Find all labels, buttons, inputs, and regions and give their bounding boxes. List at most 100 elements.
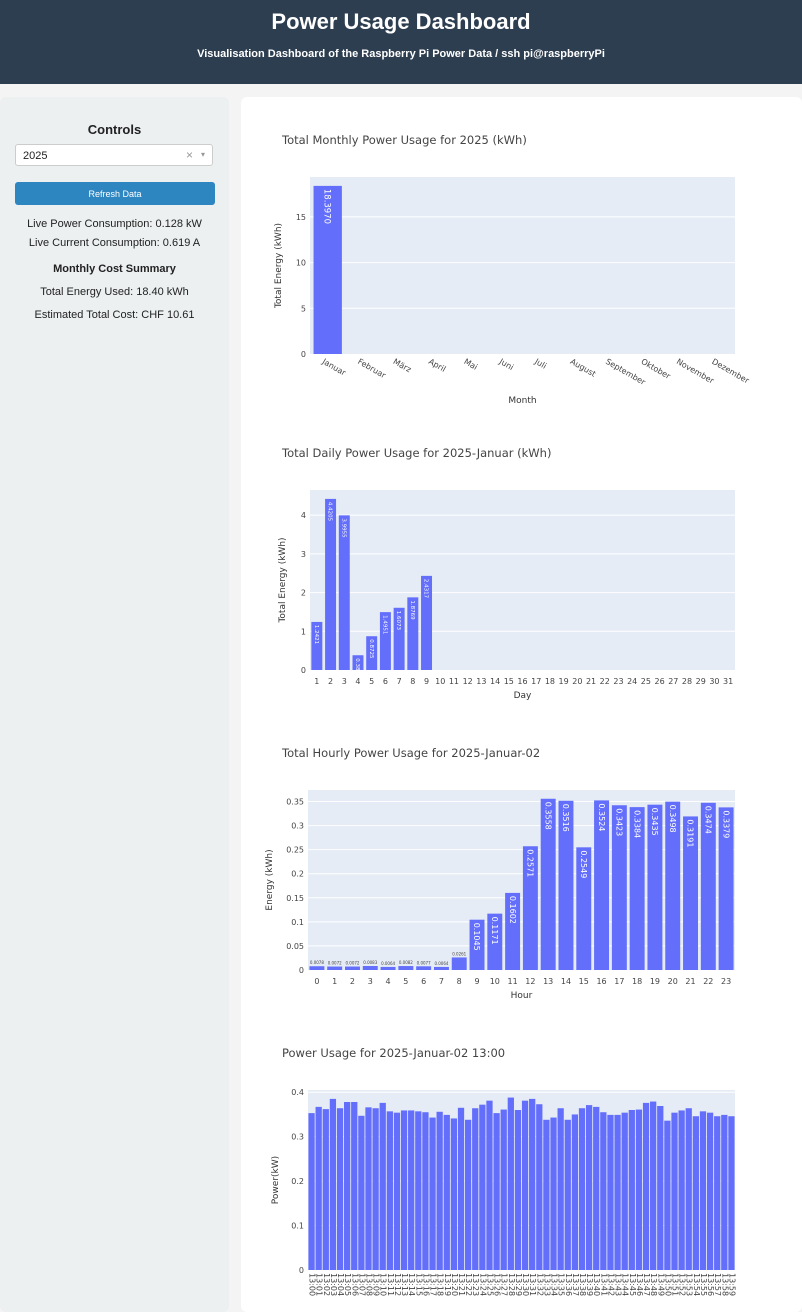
chart4-bar xyxy=(479,1104,486,1270)
chart4-x-tick-label: 13:15 xyxy=(414,1273,423,1296)
chart1-y-tick-label: 10 xyxy=(296,259,306,268)
chart2-x-tick-label: 9 xyxy=(424,677,429,686)
chart2-x-tick-label: 16 xyxy=(517,677,527,686)
chart4-bar xyxy=(500,1109,507,1270)
chart1-plot-area xyxy=(310,177,735,354)
chart2-y-tick-label: 2 xyxy=(301,589,306,598)
chart3-bar xyxy=(718,807,734,970)
chart4-bar xyxy=(543,1119,550,1270)
chart4-x-tick-label: 13:42 xyxy=(606,1273,615,1296)
chart2-x-tick-label: 7 xyxy=(397,677,402,686)
chart2-bar-label: 0.8725 xyxy=(368,639,374,659)
chart4-bar xyxy=(628,1110,635,1270)
chart4-x-tick-label: 13:51 xyxy=(671,1273,680,1296)
chart3-bar xyxy=(505,892,521,970)
chart3-bar-label: 0.2571 xyxy=(526,849,535,877)
chart4-bar xyxy=(621,1112,628,1270)
chart4-x-tick-label: 13:40 xyxy=(592,1273,601,1296)
chart4-bar xyxy=(578,1108,586,1270)
chart4-x-tick-label: 13:23 xyxy=(471,1273,480,1296)
chart3-x-tick-label: 12 xyxy=(525,977,535,986)
chart4-x-tick-label: 13:39 xyxy=(585,1273,594,1296)
chart4-bar xyxy=(593,1106,600,1270)
chart4-title: Power Usage for 2025-Januar-02 13:00 xyxy=(282,1046,505,1060)
chart4-bar xyxy=(685,1108,692,1270)
clear-icon[interactable]: × xyxy=(185,148,193,162)
chart2-x-tick-label: 3 xyxy=(342,677,347,686)
chart2-bar xyxy=(325,498,337,670)
chart3-x-tick-label: 11 xyxy=(508,977,518,986)
chart4-bar xyxy=(714,1116,721,1270)
chart2-x-tick-label: 6 xyxy=(383,677,388,686)
chart2-x-tick-label: 20 xyxy=(572,677,582,686)
chart3-x-tick-label: 13 xyxy=(543,977,553,986)
chart4-x-tick-label: 13:20 xyxy=(450,1273,459,1296)
header-banner: Power Usage Dashboard Visualisation Dash… xyxy=(0,0,802,84)
chart4-x-tick-label: 13:58 xyxy=(720,1273,729,1296)
chart3-x-tick-label: 1 xyxy=(332,977,337,986)
chart4-bar xyxy=(365,1107,372,1270)
chart2-x-tick-label: 11 xyxy=(449,677,459,686)
chart3-x-tick-label: 0 xyxy=(314,977,319,986)
chart1-title: Total Monthly Power Usage for 2025 (kWh) xyxy=(281,133,527,147)
refresh-data-button[interactable]: Refresh Data xyxy=(15,182,215,205)
chart3-y-tick-label: 0.25 xyxy=(286,846,304,855)
chart4-y-axis-title: Power(kW) xyxy=(271,1156,281,1204)
chart4-bar xyxy=(585,1105,593,1270)
chart4-x-tick-label: 13:07 xyxy=(357,1273,366,1296)
chart2-x-tick-label: 4 xyxy=(355,677,360,686)
chart3-bar-label: 0.3524 xyxy=(597,803,606,831)
chart2-bar xyxy=(379,612,391,670)
chart2-bar-label: 2.4317 xyxy=(423,579,429,599)
chart2-x-tick-label: 12 xyxy=(463,677,473,686)
chart3-y-tick-label: 0.3 xyxy=(291,822,304,831)
chart2-x-tick-label: 22 xyxy=(600,677,610,686)
chart4-x-tick-label: 13:22 xyxy=(464,1273,473,1296)
year-select[interactable]: 2025 × ▾ xyxy=(15,144,213,166)
chart1-x-tick-label: Februar xyxy=(356,357,388,381)
chart2-y-tick-label: 4 xyxy=(301,511,306,520)
chart4-bar xyxy=(386,1111,393,1270)
chart4-x-tick-label: 13:32 xyxy=(535,1273,544,1296)
chart4-bar xyxy=(464,1119,472,1270)
chart4-x-tick-label: 13:49 xyxy=(656,1273,665,1296)
chart3-x-tick-label: 15 xyxy=(579,977,589,986)
chart3-bar xyxy=(451,957,467,970)
chart1-bar xyxy=(313,185,342,354)
chart4-bar xyxy=(415,1111,422,1270)
chart3-bar-label: 0.3191 xyxy=(686,819,695,847)
chart4-x-tick-label: 13:46 xyxy=(635,1273,644,1296)
chart4-x-tick-label: 13:12 xyxy=(393,1273,402,1296)
chart4-x-tick-label: 13:59 xyxy=(727,1273,736,1296)
chart4-bar xyxy=(521,1100,529,1270)
chart3-x-tick-label: 3 xyxy=(368,977,373,986)
chart1-x-tick-label: Dezember xyxy=(710,357,751,386)
chart2-x-tick-label: 29 xyxy=(696,677,706,686)
chart4-x-tick-label: 13:48 xyxy=(649,1273,658,1296)
chart2-x-axis-title: Day xyxy=(514,691,532,701)
chart3-bar xyxy=(594,800,610,970)
chart2-bar-label: 4.4205 xyxy=(327,502,333,522)
chart3-bar-label: 0.0261 xyxy=(452,951,466,956)
chart1-bar-label: 18.3970 xyxy=(322,189,332,224)
chart1-x-tick-label: Januar xyxy=(320,356,348,377)
chart3-bar xyxy=(611,805,627,970)
chart3-bar-label: 0.0072 xyxy=(328,961,342,966)
chart3-bar-label: 0.2549 xyxy=(579,850,588,878)
controls-sidebar: Controls 2025 × ▾ Refresh Data Live Powe… xyxy=(0,97,229,1312)
chart4-x-tick-label: 13:06 xyxy=(350,1273,359,1296)
chart2-x-tick-label: 5 xyxy=(369,677,374,686)
chart2-x-tick-label: 30 xyxy=(709,677,719,686)
chart4-y-tick-label: 0.2 xyxy=(291,1177,304,1186)
chart1-x-tick-label: Juni xyxy=(497,356,515,372)
chart3-x-tick-label: 23 xyxy=(721,977,731,986)
chart3-bar xyxy=(522,846,538,970)
chart4-bar xyxy=(664,1120,671,1270)
chart4-bar xyxy=(600,1112,607,1270)
chart4-bar xyxy=(650,1101,657,1270)
chart4-x-tick-label: 13:53 xyxy=(685,1273,694,1296)
chart4-x-tick-label: 13:02 xyxy=(322,1273,331,1296)
chevron-down-icon[interactable]: ▾ xyxy=(200,150,205,159)
chart4-bar xyxy=(564,1119,571,1270)
